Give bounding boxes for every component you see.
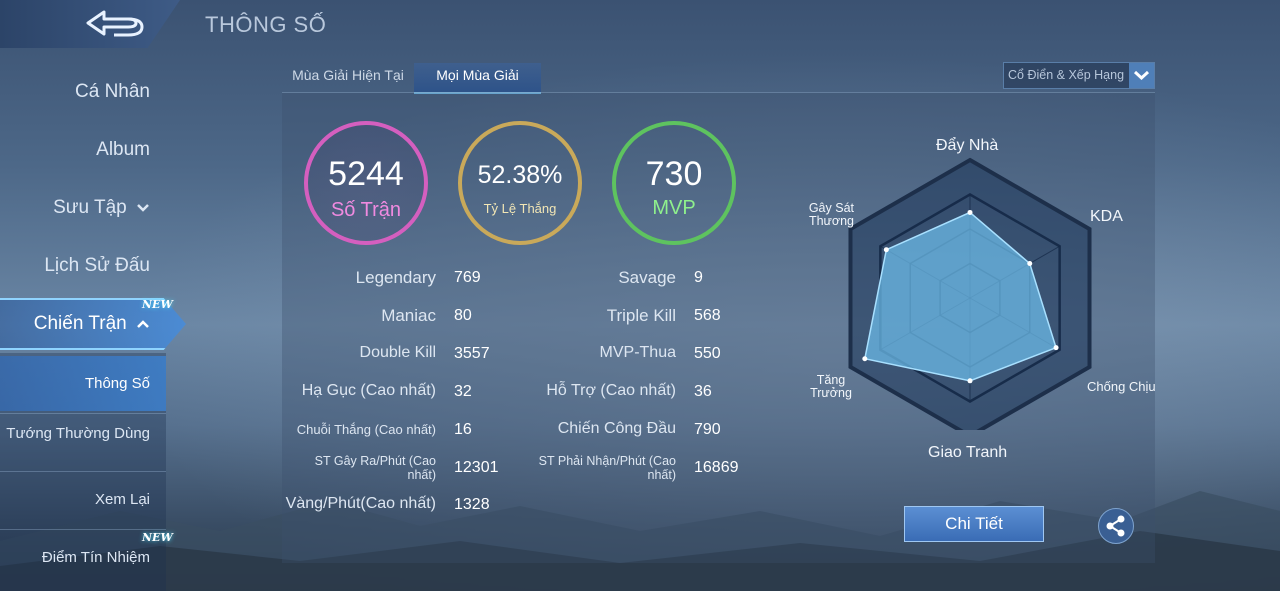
stat-label: Savage bbox=[618, 268, 676, 287]
divider bbox=[0, 471, 166, 472]
winrate-circle: 52.38% Tỷ Lệ Thắng bbox=[458, 121, 582, 245]
back-arrow-icon bbox=[86, 10, 144, 37]
sidebar-item-label: Album bbox=[96, 139, 150, 160]
chevron-down-icon bbox=[137, 204, 149, 212]
stat-label: Legendary bbox=[355, 268, 436, 287]
sidebar-item-album[interactable]: Album bbox=[0, 139, 150, 161]
stat-label: MVP-Thua bbox=[599, 344, 676, 361]
sidebar-item-label: Lịch Sử Đấu bbox=[44, 255, 150, 276]
radar-chart bbox=[848, 157, 1092, 430]
sidebar-item-battle-label-wrap: Chiến Trận bbox=[0, 313, 150, 335]
sidebar-item-collection[interactable]: Sưu Tập bbox=[0, 197, 150, 219]
chevron-down-icon bbox=[1129, 63, 1154, 88]
stat-value: 16869 bbox=[694, 459, 739, 476]
stat-label: Chuỗi Thắng (Cao nhất) bbox=[296, 422, 436, 437]
stat-label: Hạ Gục (Cao nhất) bbox=[301, 382, 436, 399]
stat-label: Hỗ Trợ (Cao nhất) bbox=[546, 382, 676, 399]
stat-value: 9 bbox=[694, 269, 703, 286]
submenu-item-label: Thông Số bbox=[84, 375, 150, 392]
submenu-item-frequent-heroes[interactable]: Tướng Thường Dùng bbox=[6, 425, 150, 442]
stat-value: 550 bbox=[694, 345, 721, 362]
radar-label-tank: Chống Chịu bbox=[1087, 379, 1156, 394]
back-button[interactable] bbox=[0, 0, 180, 48]
mode-select[interactable]: Cổ Điển & Xếp Hạng bbox=[1003, 62, 1155, 89]
sidebar-item-label: Cá Nhân bbox=[75, 81, 150, 102]
radar-point-tank bbox=[1053, 345, 1059, 351]
radar-label-growth: Tăng Trưởng bbox=[810, 373, 852, 400]
stat-label: ST Phải Nhận/Phút (Cao nhất) bbox=[538, 454, 676, 482]
new-badge: NEW bbox=[142, 298, 173, 311]
radar-label-push: Đẩy Nhà bbox=[936, 137, 999, 154]
share-button[interactable] bbox=[1098, 508, 1134, 544]
sidebar-item-match-history[interactable]: Lịch Sử Đấu bbox=[0, 255, 150, 277]
share-icon bbox=[1106, 515, 1125, 537]
stat-value: 568 bbox=[694, 307, 721, 324]
stat-value: 1328 bbox=[454, 496, 490, 513]
matches-circle: 5244 Số Trận bbox=[304, 121, 428, 245]
stat-value: 3557 bbox=[454, 345, 490, 362]
stat-value: 80 bbox=[454, 307, 472, 324]
stat-label: ST Gây Ra/Phút (Cao nhất) bbox=[314, 454, 436, 482]
stat-label: Maniac bbox=[381, 306, 436, 325]
mvp-label: MVP bbox=[652, 197, 696, 219]
radar-point-fight bbox=[967, 378, 973, 384]
sidebar-item-personal[interactable]: Cá Nhân bbox=[0, 81, 150, 103]
stat-value: 36 bbox=[694, 383, 712, 400]
mvp-value: 730 bbox=[645, 155, 703, 193]
matches-label: Số Trận bbox=[330, 199, 402, 221]
radar-point-growth bbox=[862, 356, 868, 362]
submenu-item-credit-score[interactable]: Điểm Tín Nhiệm bbox=[41, 549, 150, 566]
stat-label: Double Kill bbox=[359, 344, 436, 361]
new-badge: NEW bbox=[142, 531, 173, 544]
tab-current-season[interactable]: Mùa Giải Hiện Tại bbox=[292, 67, 404, 83]
sidebar-item-battle[interactable] bbox=[0, 298, 186, 350]
radar-label-kda: KDA bbox=[1090, 208, 1123, 225]
stat-value: 12301 bbox=[454, 459, 499, 476]
winrate-label: Tỷ Lệ Thắng bbox=[483, 201, 557, 216]
chevron-up-icon bbox=[137, 320, 149, 328]
detail-button[interactable]: Chi Tiết bbox=[904, 506, 1044, 542]
radar-point-push bbox=[967, 209, 973, 215]
stat-value: 790 bbox=[694, 421, 721, 438]
divider bbox=[0, 413, 166, 414]
page-title: THÔNG SỐ bbox=[205, 12, 327, 37]
radar-point-damage bbox=[883, 247, 889, 253]
divider bbox=[0, 529, 166, 530]
radar-label-fight: Giao Tranh bbox=[928, 444, 1008, 461]
stat-label: Chiến Công Đầu bbox=[557, 420, 676, 437]
submenu-item-replays[interactable]: Xem Lại bbox=[94, 491, 150, 508]
submenu-item-stats[interactable] bbox=[0, 356, 166, 411]
sidebar-item-label: Sưu Tập bbox=[53, 197, 127, 218]
radar-point-kda bbox=[1027, 261, 1033, 266]
sidebar-active-border bbox=[0, 298, 186, 350]
mode-select-value: Cổ Điển & Xếp Hạng bbox=[1008, 68, 1125, 82]
stat-value: 769 bbox=[454, 269, 481, 286]
stat-value: 32 bbox=[454, 383, 472, 400]
stat-value: 16 bbox=[454, 421, 472, 438]
matches-value: 5244 bbox=[328, 155, 404, 193]
sidebar-item-label: Chiến Trận bbox=[33, 313, 127, 334]
mvp-circle: 730 MVP bbox=[612, 121, 736, 245]
radar-label-damage: Gây Sát Thương bbox=[808, 201, 854, 228]
winrate-value: 52.38% bbox=[477, 161, 563, 189]
stat-label: Vàng/Phút(Cao nhất) bbox=[285, 495, 436, 512]
stat-label: Triple Kill bbox=[606, 306, 676, 325]
tab-all-seasons[interactable]: Mọi Mùa Giải bbox=[414, 63, 541, 94]
